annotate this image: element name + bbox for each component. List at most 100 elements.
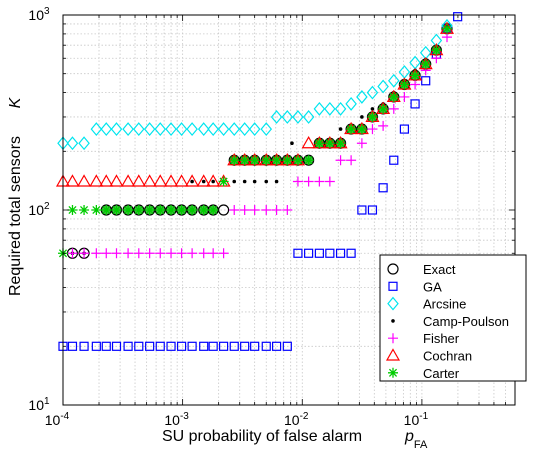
point-cochran [185,174,200,187]
x-tick-label-exponent: -3 [180,411,189,422]
legend: Exact GA Arcsine Camp-Poulson Fisher Cochran C… [379,254,527,382]
point-fisher [208,248,219,259]
point-ga [134,341,144,351]
point-cochran [174,174,189,187]
point-cochran [89,174,104,187]
point-carter [166,205,177,215]
point-arcsine [228,122,241,137]
point-cochran [131,174,146,187]
point-carter [324,138,335,149]
legend-marker-exact [387,263,399,275]
point-ga [357,205,367,215]
legend-entry: GA [388,279,442,294]
point-ga [421,76,431,86]
point-fisher [292,176,303,187]
point-camp-poulson [274,179,279,184]
legend-marker-arcsine [387,296,399,311]
point-arcsine [207,122,219,137]
point-fisher [346,155,357,166]
point-fisher [111,248,122,259]
point-carter [442,23,453,34]
point-camp-poulson [242,179,247,184]
legend-marker-camp-poulson [391,319,395,323]
point-carter [187,205,198,215]
legend-label: Cochran [423,349,472,364]
x-tick-label-exponent: -2 [300,411,309,422]
point-arcsine [324,101,336,116]
point-ga [314,248,324,258]
legend-label: Arcsine [423,297,466,312]
point-arcsine [248,122,261,137]
point-arcsine [270,110,283,124]
point-fisher [335,155,346,166]
point-fisher [303,176,314,187]
point-ga [166,341,176,351]
point-camp-poulson [338,127,343,131]
legend-label: Fisher [423,331,460,346]
point-ga [304,248,314,258]
point-carter [155,205,166,215]
point-cochran [109,174,124,187]
point-fisher [218,248,229,259]
point-fisher [314,176,325,187]
point-arcsine [143,122,156,137]
point-camp-poulson [264,179,269,184]
legend-label: GA [423,279,442,294]
point-arcsine [292,110,304,124]
point-cochran [142,174,157,187]
point-arcsine [238,122,251,137]
point-arcsine [122,122,134,137]
point-ga [145,341,155,351]
point-fisher [324,176,335,187]
x-tick-label: 10-3 [164,411,189,428]
point-ga [79,341,89,351]
legend-entry: Exact [387,262,456,277]
point-arcsine [217,122,230,137]
point-fisher [261,205,272,215]
point-ga [453,12,463,22]
point-ga [325,248,335,258]
point-fisher [166,248,177,259]
series-layer [55,12,463,351]
point-fisher [123,248,134,259]
point-carter [420,59,431,70]
point-carter [79,205,90,215]
point-ga [187,341,197,351]
point-fisher [229,205,240,215]
point-carter [292,155,303,166]
x-tick-label-base: 10 [164,412,180,428]
point-exact [218,204,230,216]
point-camp-poulson [201,179,206,184]
point-ga [176,341,187,351]
point-ga [250,341,260,351]
point-fisher [67,248,78,259]
point-ga [261,341,271,351]
point-ga [67,341,78,351]
point-arcsine [197,122,210,137]
point-ga [335,248,346,258]
x-tick-label: 10-1 [404,411,429,428]
point-cochran [164,174,179,187]
y-tick-label-exponent: 1 [44,396,50,407]
point-carter [303,155,314,166]
point-ga [293,248,303,258]
point-carter [314,138,325,149]
point-arcsine [165,122,177,137]
point-arcsine [313,101,326,116]
legend-entry: Fisher [388,331,460,346]
point-ga [208,341,218,351]
point-ga [410,99,420,109]
point-camp-poulson [290,141,294,146]
point-camp-poulson [370,107,375,111]
point-carter [229,155,240,166]
point-arcsine [154,122,167,137]
point-ga [155,341,165,351]
point-camp-poulson [232,179,237,184]
point-fisher [282,205,293,215]
point-ga [271,341,282,351]
point-carter [378,103,389,114]
point-carter [367,111,378,122]
y-tick-label-exponent: 2 [44,201,50,212]
point-arcsine [356,90,368,104]
point-ga [101,341,111,351]
